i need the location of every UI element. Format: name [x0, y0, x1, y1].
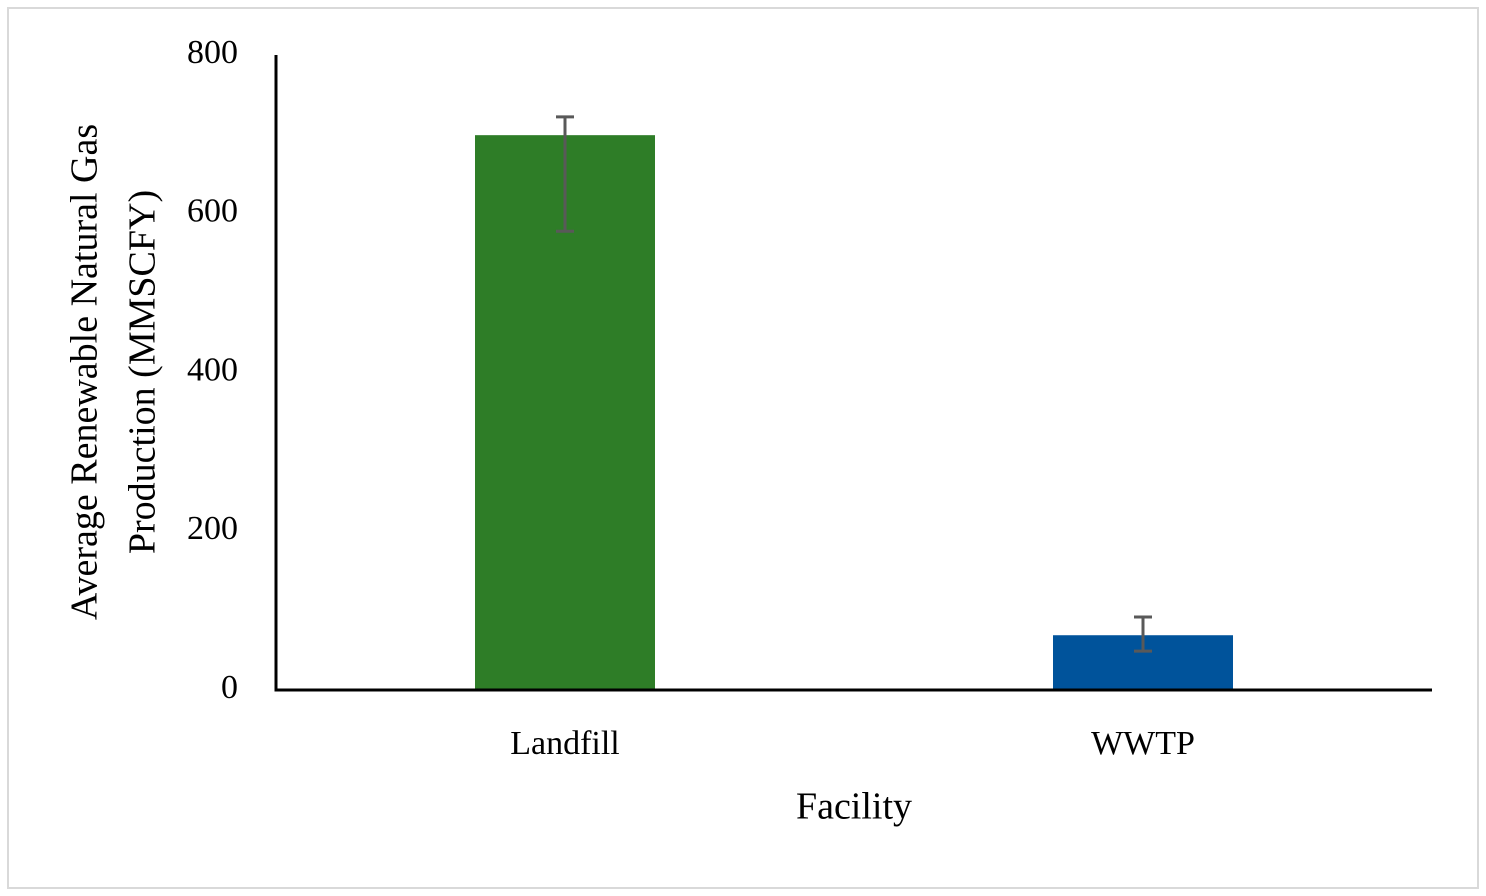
- x-axis-title: Facility: [796, 786, 912, 828]
- y-tick-label: 0: [221, 669, 238, 706]
- error-bar: [1134, 615, 1152, 653]
- x-tick-label: Landfill: [510, 725, 620, 762]
- error-bar: [556, 115, 574, 233]
- y-tick-label: 800: [187, 34, 238, 71]
- y-axis-title: Average Renewable Natural Gas: [64, 124, 106, 620]
- y-tick-label: 200: [187, 510, 238, 547]
- y-tick-label: 600: [187, 193, 238, 230]
- y-tick-label: 400: [187, 351, 238, 388]
- x-tick-label: WWTP: [1091, 725, 1195, 762]
- y-axis-title: Production (MMSCFY): [122, 190, 164, 554]
- chart-frame: [7, 7, 1479, 889]
